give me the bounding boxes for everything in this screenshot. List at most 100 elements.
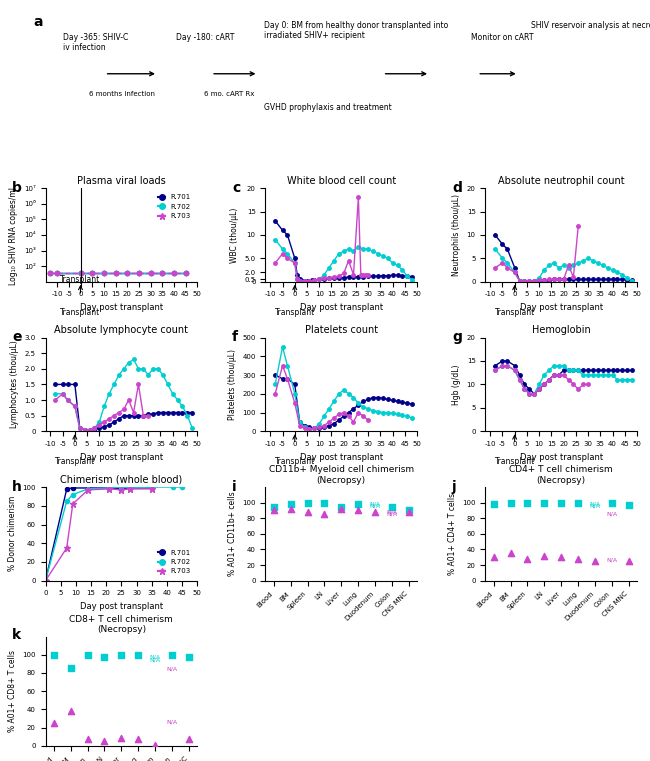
Point (83, 648, 93, 661)
Text: Transplant: Transplant (275, 457, 315, 466)
Text: b: b (12, 180, 22, 195)
Point (387, 501, 397, 513)
Y-axis label: % A01+ CD4+ T cells: % A01+ CD4+ T cells (448, 493, 456, 575)
Point (556, 498, 566, 510)
Text: Day 0: BM from healthy donor transplanted into
irradiated SHIV+ recipient: Day 0: BM from healthy donor transplante… (265, 21, 448, 40)
Title: White blood cell count: White blood cell count (287, 176, 396, 186)
Text: N/A: N/A (606, 558, 618, 562)
Point (302, 506, 313, 518)
Point (99, 651, 110, 663)
Point (573, 552, 583, 565)
Point (183, 734, 194, 746)
Title: CD4+ T cell chimerism
(Necropsy): CD4+ T cell chimerism (Necropsy) (510, 466, 613, 485)
Text: N/A: N/A (166, 666, 177, 671)
Y-axis label: Neutrophils (thou/μL): Neutrophils (thou/μL) (452, 194, 461, 276)
X-axis label: Day post transplant: Day post transplant (519, 453, 603, 461)
Point (522, 552, 532, 565)
Point (539, 497, 549, 509)
Point (336, 503, 346, 515)
Text: j: j (452, 479, 456, 494)
Point (404, 506, 414, 518)
Text: Transplant: Transplant (495, 457, 535, 466)
X-axis label: Day post transplant: Day post transplant (80, 453, 163, 461)
Title: Platelets count: Platelets count (305, 326, 378, 336)
Text: i: i (232, 479, 237, 494)
Text: Monitor on cART: Monitor on cART (471, 33, 534, 42)
Point (116, 648, 127, 661)
Point (150, 739, 161, 751)
Point (166, 648, 177, 661)
Point (133, 648, 144, 661)
Text: N/A: N/A (606, 511, 618, 517)
Text: N/A: N/A (150, 657, 161, 662)
Text: Day -180: cART: Day -180: cART (176, 33, 234, 42)
Title: Chimerism (whole blood): Chimerism (whole blood) (60, 475, 183, 485)
Point (336, 501, 346, 513)
Point (623, 555, 634, 567)
Text: N/A: N/A (166, 720, 177, 724)
Text: c: c (232, 180, 240, 195)
Text: Transplant: Transplant (60, 275, 101, 284)
Point (83, 734, 93, 746)
Point (268, 505, 279, 517)
Y-axis label: % A01+ CD8+ T cells: % A01+ CD8+ T cells (8, 650, 17, 732)
X-axis label: Day post transplant: Day post transplant (300, 453, 383, 461)
Text: SHIV reservoir analysis at necropsy: SHIV reservoir analysis at necropsy (530, 21, 650, 30)
Text: N/A: N/A (369, 501, 380, 507)
Text: Day -365: SHIV-C
iv infection: Day -365: SHIV-C iv infection (63, 33, 129, 53)
Point (302, 497, 313, 509)
Point (489, 498, 499, 511)
Text: d: d (452, 180, 462, 195)
Legend: R.701, R.702, R.703: R.701, R.702, R.703 (155, 546, 194, 578)
Point (49, 648, 59, 661)
Y-axis label: % Donor chimerism: % Donor chimerism (8, 496, 17, 572)
Point (66, 662, 76, 674)
Point (623, 499, 634, 511)
Title: Absolute neutrophil count: Absolute neutrophil count (498, 176, 625, 186)
Text: Transplant: Transplant (55, 457, 95, 466)
Text: N/A: N/A (150, 654, 161, 659)
Point (285, 498, 296, 511)
Point (116, 732, 127, 744)
Point (66, 705, 76, 718)
Point (353, 498, 363, 511)
Point (183, 651, 194, 663)
Point (489, 551, 499, 563)
Point (522, 497, 532, 509)
Point (370, 506, 380, 518)
Point (99, 735, 110, 747)
Title: Hemoglobin: Hemoglobin (532, 326, 591, 336)
Text: N/A: N/A (386, 511, 397, 517)
Point (268, 501, 279, 513)
Title: CD8+ T cell chimerism
(Necropsy): CD8+ T cell chimerism (Necropsy) (70, 615, 173, 635)
Legend: R.701, R.702, R.703: R.701, R.702, R.703 (155, 192, 194, 222)
X-axis label: Day post transplant: Day post transplant (300, 303, 383, 312)
Point (606, 498, 617, 510)
Point (573, 497, 583, 509)
Y-axis label: Hgb (g/dL): Hgb (g/dL) (452, 365, 461, 405)
Point (133, 734, 144, 746)
Text: 6 mo. cART Rx: 6 mo. cART Rx (203, 91, 254, 97)
Point (404, 505, 414, 517)
Y-axis label: Platelets (thou/μL): Platelets (thou/μL) (227, 349, 237, 420)
Title: CD11b+ Myeloid cell chimerism
(Necropsy): CD11b+ Myeloid cell chimerism (Necropsy) (268, 466, 414, 485)
Point (319, 497, 330, 509)
Text: N/A: N/A (590, 501, 601, 507)
Y-axis label: Lymphocytes (thou/μL): Lymphocytes (thou/μL) (10, 340, 19, 428)
Text: N/A: N/A (590, 504, 601, 509)
Point (506, 498, 516, 510)
Y-axis label: Log₁₀ SHIV RNA copies/mL: Log₁₀ SHIV RNA copies/mL (9, 185, 18, 285)
Text: g: g (452, 330, 462, 344)
Text: a: a (34, 15, 43, 29)
Text: N/A: N/A (369, 504, 380, 509)
Y-axis label: % A01+ CD11b+ cells: % A01+ CD11b+ cells (227, 492, 237, 576)
Text: Transplant: Transplant (275, 308, 315, 317)
Point (49, 717, 59, 729)
Text: e: e (12, 330, 21, 344)
Text: Transplant: Transplant (495, 308, 535, 317)
Point (539, 549, 549, 562)
Y-axis label: WBC (thou/μL): WBC (thou/μL) (230, 207, 239, 263)
Text: Transplant: Transplant (60, 308, 101, 317)
Point (319, 508, 330, 521)
Text: GVHD prophylaxis and treatment: GVHD prophylaxis and treatment (265, 103, 392, 112)
